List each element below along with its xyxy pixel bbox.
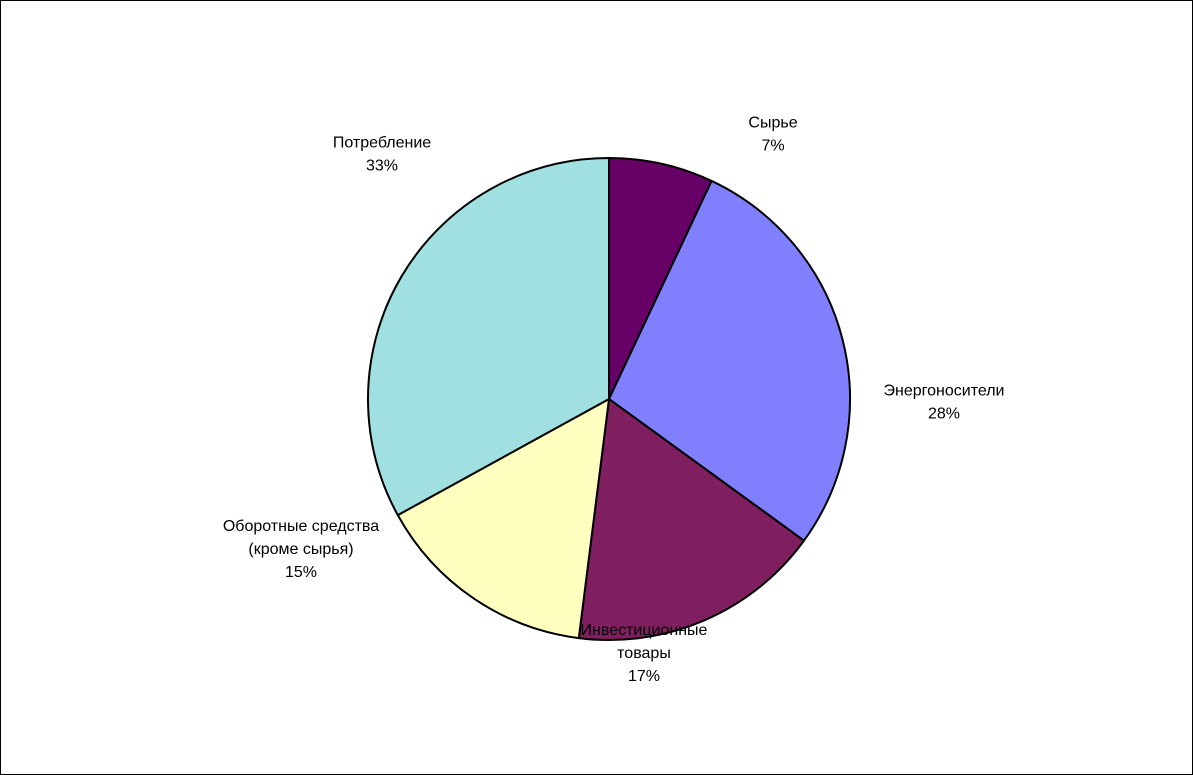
slice-percent-label: 7% (761, 138, 784, 155)
pie-slice-сырье (608, 157, 713, 400)
pie-slice-энергоносители (608, 179, 851, 542)
slice-percent-label: 33% (366, 158, 398, 175)
slice-label-потребление: Потребление 33% (333, 135, 431, 175)
slice-labels: Сырье 7% Энергоносители 28% Инвестиционные то… (223, 115, 1005, 686)
slice-percent-label: 17% (628, 668, 660, 685)
pie-slice-потребление (367, 157, 610, 517)
pie-slices (367, 157, 851, 641)
slice-name-label: (кроме сырья) (248, 541, 353, 558)
slice-name-label: Потребление (333, 135, 431, 152)
slice-percent-label: 15% (285, 564, 317, 581)
slice-name-label: Сырье (748, 115, 797, 132)
slice-name-label: Оборотные средства (223, 518, 379, 535)
slice-label-энергоносители: Энергоносители 28% (884, 383, 1005, 423)
slice-percent-label: 28% (928, 406, 960, 423)
slice-label-сырье: Сырье 7% (748, 115, 797, 155)
slice-name-label: Энергоносители (884, 383, 1005, 400)
slice-name-label: товары (617, 645, 671, 662)
slice-label-инвестиционные-товары: Инвестиционные товары 17% (581, 622, 708, 685)
slice-name-label: Инвестиционные (581, 622, 708, 639)
pie-slice-инвестиционные-товары (577, 398, 805, 641)
pie-slice-оборотные-средства-кроме-сырья (396, 398, 610, 640)
slice-label-оборотные-средства-кроме-сырья: Оборотные средства (кроме сырья) 15% (223, 518, 379, 581)
